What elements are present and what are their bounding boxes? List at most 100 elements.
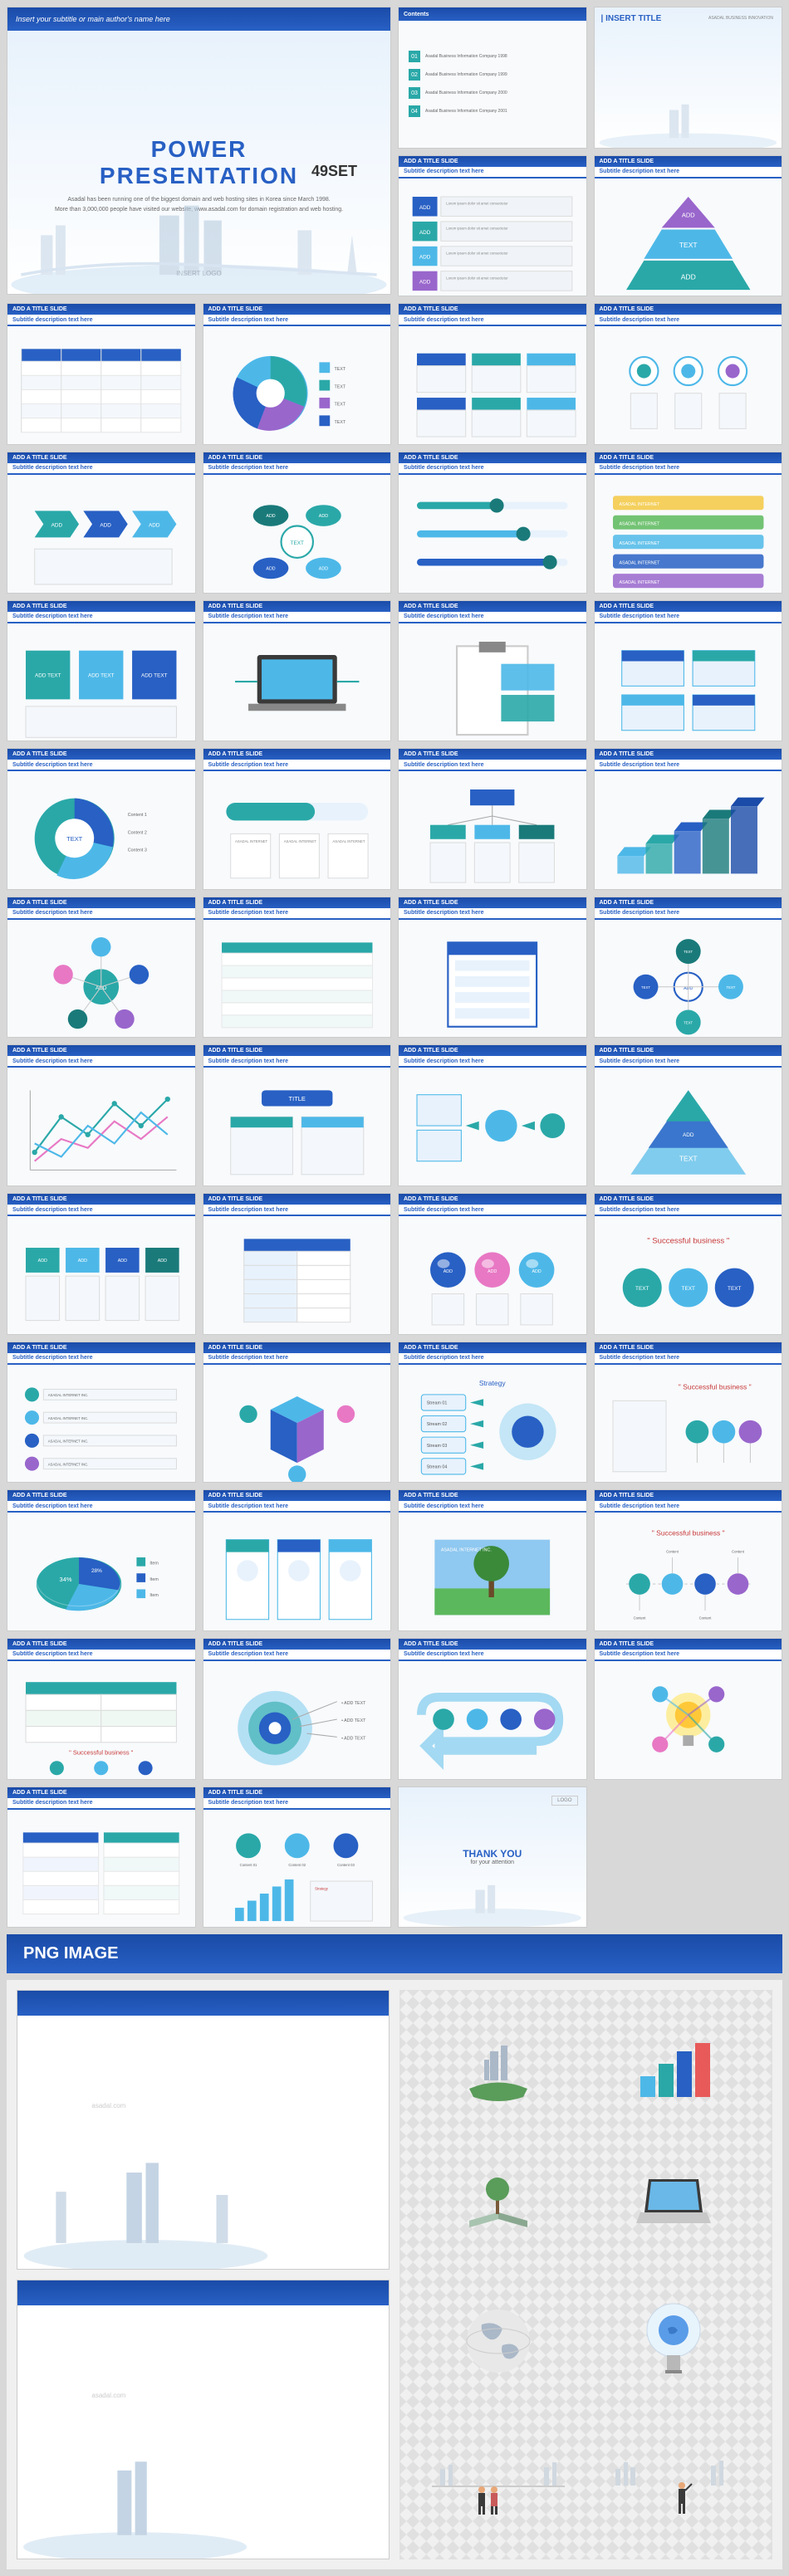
svg-text:ADD TEXT: ADD TEXT [141,672,168,678]
svg-text:TEXT: TEXT [681,1286,694,1292]
png-frame-1: asadal.com [17,1990,390,2270]
diagram-lines-3 [404,480,581,594]
svg-text:ASADAL INTERNET: ASADAL INTERNET [619,541,660,546]
diagram-bars-icons: Content 01Content 02Content 03Strategy [208,1815,386,1928]
diagram-pie-3d: 34%28%ItemItemItem [12,1518,190,1631]
svg-text:Content 3: Content 3 [128,848,147,853]
svg-text:TEXT: TEXT [641,985,650,990]
svg-text:ASADAL INTERNET: ASADAL INTERNET [619,502,660,507]
slide-subheader: Subtitle description text here [595,1650,782,1661]
slide-s7: ADD A TITLE SLIDESubtitle description te… [398,303,587,445]
svg-text:Lorem ipsum dolor sit amet con: Lorem ipsum dolor sit amet consectetur [446,276,508,280]
slide-header: ADD A TITLE SLIDE [399,304,586,315]
slide-header: ADD A TITLE SLIDE [7,1787,195,1798]
slide-header: ADD A TITLE SLIDE [399,1045,586,1056]
svg-text:• ADD TEXT: • ADD TEXT [341,1736,366,1741]
slide-s22: ADD A TITLE SLIDESubtitle description te… [203,897,392,1039]
diagram-boxes-col: ADDLorem ipsum dolor sit amet consectetu… [404,183,581,297]
hero-subtitle-bar: Insert your subtitle or main author's na… [7,7,390,31]
svg-text:TEXT: TEXT [679,240,697,248]
svg-text:TEXT: TEXT [728,1286,741,1292]
slide-header: ADD A TITLE SLIDE [399,156,586,167]
slide-s43: ADD A TITLE SLIDESubtitle description te… [398,1638,587,1780]
svg-text:Content 02: Content 02 [288,1862,306,1866]
png-island-city [416,2007,581,2129]
slide-s45: ADD A TITLE SLIDESubtitle description te… [7,1787,196,1928]
slide-header: ADD A TITLE SLIDE [203,1639,391,1650]
svg-text:TEXT: TEXT [679,1155,697,1163]
diagram-flow-icons [404,1073,581,1186]
diagram-color-bars: ASADAL INTERNET ASADAL INTERNET ASADAL INT… [600,480,777,594]
diagram-success-3: " Successful business "ContentContentCon… [600,1518,777,1631]
slide-subheader: Subtitle description text here [399,1353,586,1365]
slide-header: ADD A TITLE SLIDE [7,601,195,612]
diagram-cube [208,1370,386,1484]
slide-subheader: Subtitle description text here [399,463,586,475]
svg-text:Strategy: Strategy [479,1379,506,1387]
svg-text:Stream 01: Stream 01 [427,1400,448,1405]
slide-subheader: Subtitle description text here [595,908,782,920]
svg-text:TEXT: TEXT [334,385,345,390]
diagram-laptop [208,628,386,742]
png-bulb-globe [591,2271,757,2410]
slide-s32: ADD A TITLE SLIDESubtitle description te… [594,1193,783,1335]
slide-header: ADD A TITLE SLIDE [595,452,782,463]
slide-header: ADD A TITLE SLIDE [595,304,782,315]
svg-text:Content 1: Content 1 [128,813,147,818]
svg-text:Stream 04: Stream 04 [427,1464,448,1469]
svg-text:ADD: ADD [318,514,327,519]
svg-text:TEXT: TEXT [334,367,345,372]
svg-text:• ADD TEXT: • ADD TEXT [341,1718,366,1723]
svg-text:TEXT: TEXT [334,403,345,408]
png-section: asadal.com asadal.com [7,1980,782,2569]
diagram-donut: TEXTContent 1Content 2Content 3 [12,776,190,890]
svg-text:ASADAL INTERNET INC.: ASADAL INTERNET INC. [441,1548,492,1553]
slide-subheader: Subtitle description text here [203,315,391,326]
diagram-org [404,776,581,890]
slide-subheader: Subtitle description text here [7,1205,195,1216]
svg-text:ADD: ADD [488,1269,497,1274]
svg-text:ASADAL INTERNET: ASADAL INTERNET [283,839,316,843]
diagram-table-green: " Successful business " [12,1666,190,1780]
slide-s23: ADD A TITLE SLIDESubtitle description te… [398,897,587,1039]
slide-header: ADD A TITLE SLIDE [203,897,391,908]
slide-s37: ADD A TITLE SLIDESubtitle description te… [7,1489,196,1631]
slide-s27: ADD A TITLE SLIDESubtitle description te… [398,1044,587,1186]
svg-text:ASADAL INTERNET INC.: ASADAL INTERNET INC. [48,1439,89,1443]
slide-subheader: Subtitle description text here [7,760,195,771]
slide-s44: ADD A TITLE SLIDESubtitle description te… [594,1638,783,1780]
svg-text:ASADAL INTERNET INC.: ASADAL INTERNET INC. [48,1393,89,1397]
slide-header: ADD A TITLE SLIDE [595,749,782,760]
slide-s19: ADD A TITLE SLIDESubtitle description te… [398,748,587,890]
slide-s35: ADD A TITLE SLIDESubtitle description te… [398,1342,587,1484]
slide-header: ADD A TITLE SLIDE [595,1639,782,1650]
hero-title-1: POWER [151,136,247,163]
slide-s21: ADD A TITLE SLIDESubtitle description te… [7,897,196,1039]
svg-text:Item: Item [149,1593,159,1598]
slide-header: ADD A TITLE SLIDE [595,1490,782,1501]
slide-header: ADD A TITLE SLIDE [399,897,586,908]
slide-subheader: Subtitle description text here [203,1501,391,1513]
slide-s40: ADD A TITLE SLIDESubtitle description te… [594,1489,783,1631]
svg-text:Content: Content [633,1616,646,1620]
svg-text:ADD: ADD [444,1269,453,1274]
slide-header: ADD A TITLE SLIDE [7,1194,195,1205]
slide-subheader: Subtitle description text here [399,315,586,326]
diagram-boxes-4: ADDADDADDADD [12,1221,190,1335]
svg-text:ASADAL INTERNET: ASADAL INTERNET [235,839,267,843]
slide-header: ADD A TITLE SLIDE [595,156,782,167]
png-assets-grid [399,1990,772,2559]
slide-subheader: Subtitle description text here [399,167,586,178]
svg-text:ASADAL INTERNET: ASADAL INTERNET [619,560,660,565]
svg-text:" Successful business ": " Successful business " [69,1749,133,1757]
diagram-table-compare [12,1815,190,1928]
slide-s15: ADD A TITLE SLIDESubtitle description te… [398,600,587,742]
svg-text:ADD: ADD [266,514,275,519]
png-bar-chart [591,2007,757,2129]
diagram-pie: TEXTTEXTTEXTTEXT [208,331,386,445]
png-book-tree [416,2139,581,2261]
diagram-boxes-row: ADD TEXTADD TEXTADD TEXT [12,628,190,742]
slide-grid: Insert your subtitle or main author's na… [7,7,782,1928]
svg-text:ADD: ADD [532,1269,541,1274]
diagram-boxes-2x2 [600,628,777,742]
